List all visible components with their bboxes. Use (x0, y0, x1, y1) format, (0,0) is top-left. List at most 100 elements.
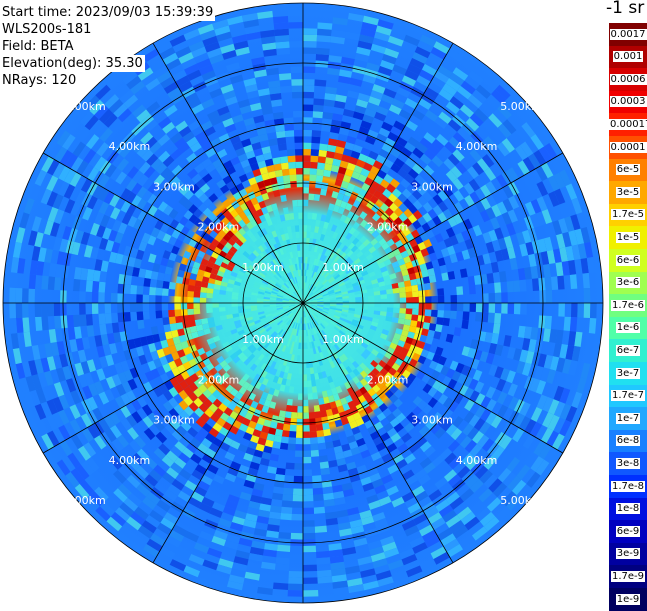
range-gate-cell (417, 241, 427, 251)
range-gate-cell (135, 465, 149, 479)
range-gate-cell (393, 216, 403, 227)
range-gate-cell (406, 303, 413, 309)
colorbar-swatch: 0.0017 (609, 23, 647, 47)
range-gate-cell (370, 359, 379, 368)
range-gate-cell (46, 175, 59, 192)
range-gate-cell (77, 349, 87, 363)
range-gate-cell (250, 326, 258, 333)
range-gate-cell (553, 248, 562, 264)
range-gate-cell (429, 252, 438, 262)
range-gate-cell (288, 430, 297, 438)
range-gate-cell (286, 340, 291, 347)
range-gate-cell (264, 241, 271, 249)
range-gate-cell (488, 113, 503, 128)
range-gate-cell (357, 556, 373, 566)
range-gate-cell (544, 315, 552, 330)
colorbar-swatch: 1.7e-8 (609, 475, 647, 499)
range-gate-cell (384, 225, 394, 235)
range-gate-cell (171, 429, 183, 442)
range-gate-cell (272, 287, 279, 292)
range-gate-cell (431, 155, 444, 168)
range-gate-cell (62, 225, 72, 241)
range-gate-cell (160, 167, 172, 179)
range-gate-cell (168, 309, 176, 318)
range-gate-cell (401, 553, 418, 566)
range-gate-cell (321, 227, 328, 235)
range-gate-cell (264, 542, 278, 551)
range-ring-label: 1.00km (322, 261, 364, 274)
range-gate-cell (251, 289, 259, 294)
range-gate-cell (163, 104, 178, 117)
range-gate-cell (330, 338, 337, 346)
range-gate-cell (559, 403, 572, 420)
range-gate-cell (117, 303, 124, 313)
range-gate-cell (394, 344, 404, 353)
range-gate-cell (237, 270, 245, 277)
range-gate-cell (536, 181, 549, 197)
range-gate-cell (292, 328, 296, 336)
range-gate-cell (433, 331, 442, 340)
range-gate-cell (287, 9, 303, 16)
range-gate-cell (218, 558, 234, 569)
range-gate-cell (294, 263, 298, 271)
range-gate-cell (301, 288, 303, 296)
range-gate-cell (205, 234, 215, 244)
range-gate-cell (524, 326, 532, 340)
range-gate-cell (103, 191, 115, 205)
range-gate-cell (556, 233, 566, 249)
range-gate-cell (194, 407, 205, 418)
range-gate-cell (346, 507, 360, 516)
range-gate-cell (79, 303, 86, 315)
range-gate-cell (269, 92, 282, 101)
range-gate-cell (256, 127, 268, 136)
range-gate-cell (393, 303, 400, 309)
range-gate-cell (359, 362, 368, 371)
range-gate-cell (311, 334, 316, 342)
range-gate-cell (346, 461, 357, 471)
range-gate-cell (201, 318, 209, 325)
range-gate-cell (411, 308, 419, 316)
range-gate-cell (507, 475, 522, 492)
range-gate-cell (168, 208, 179, 220)
colorbar-tick-label: 3e-7 (615, 367, 641, 379)
range-gate-cell (437, 355, 447, 366)
range-gate-cell (180, 370, 190, 380)
range-gate-cell (386, 412, 396, 423)
range-gate-cell (284, 130, 295, 138)
range-gate-cell (132, 170, 144, 183)
range-gate-cell (123, 94, 139, 109)
range-gate-cell (412, 199, 423, 211)
range-gate-cell (211, 501, 226, 513)
range-gate-cell (212, 335, 221, 343)
range-gate-cell (456, 506, 472, 521)
range-gate-cell (140, 131, 154, 145)
range-gate-cell (315, 417, 323, 425)
range-gate-cell (378, 148, 390, 159)
range-gate-cell (184, 92, 199, 104)
range-gate-cell (334, 497, 346, 506)
range-gate-cell (437, 295, 445, 303)
colorbar-tick-label: 1e-7 (615, 412, 641, 424)
range-gate-cell (253, 115, 265, 124)
range-gate-cell (279, 337, 285, 345)
range-gate-cell (367, 171, 377, 181)
range-gate-cell (506, 456, 521, 472)
range-gate-cell (457, 373, 467, 385)
range-gate-cell (314, 346, 320, 354)
range-gate-cell (82, 206, 93, 221)
range-gate-cell (263, 419, 272, 428)
range-gate-cell (77, 374, 89, 388)
range-gate-cell (356, 46, 371, 57)
range-gate-cell (371, 393, 380, 402)
range-gate-cell (147, 412, 159, 424)
range-gate-cell (290, 307, 297, 312)
range-gate-cell (333, 326, 341, 333)
range-gate-cell (131, 194, 142, 207)
range-gate-cell (205, 349, 214, 358)
range-gate-cell (251, 141, 262, 151)
range-gate-cell (383, 363, 392, 372)
range-gate-cell (248, 392, 257, 401)
range-gate-cell (303, 91, 315, 99)
range-gate-cell (407, 136, 420, 148)
range-gate-cell (298, 263, 302, 270)
